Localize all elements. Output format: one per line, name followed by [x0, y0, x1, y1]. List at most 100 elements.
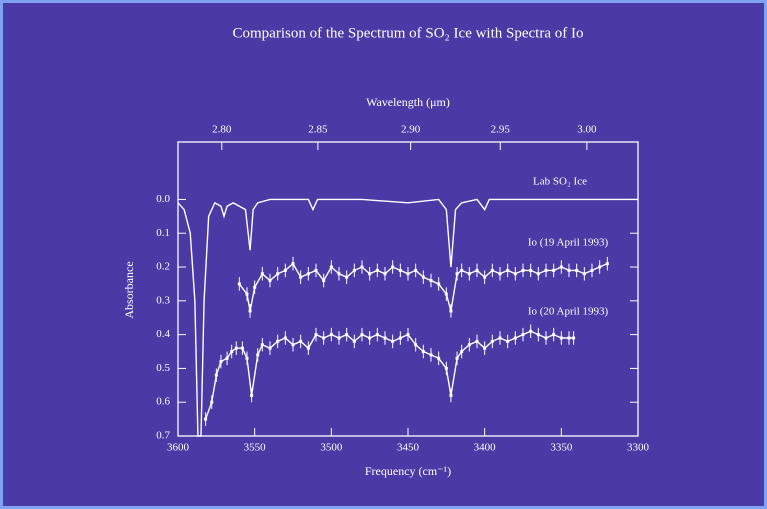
data-point	[521, 268, 525, 272]
x2-axis-label: Wavelength (μm)	[366, 95, 450, 109]
data-point	[291, 343, 295, 347]
data-point	[398, 336, 402, 340]
data-point	[449, 309, 453, 313]
data-point	[455, 272, 459, 276]
x2-tick-label: 2.90	[401, 124, 421, 136]
data-point	[467, 343, 471, 347]
data-point	[375, 333, 379, 337]
data-point	[529, 268, 533, 272]
y-tick-label: 0.2	[156, 261, 170, 273]
x-axis-label: Frequency (cm⁻¹)	[365, 464, 451, 478]
x-tick-label: 3400	[474, 442, 497, 454]
data-point	[345, 333, 349, 337]
x2-tick-label: 3.00	[577, 124, 597, 136]
data-point	[322, 336, 326, 340]
data-point	[475, 268, 479, 272]
data-point	[559, 336, 563, 340]
data-point	[575, 268, 579, 272]
data-point	[299, 275, 303, 279]
x-tick-label: 3600	[167, 442, 190, 454]
data-point	[250, 393, 254, 397]
data-point	[444, 366, 448, 370]
data-point	[490, 339, 494, 343]
data-point	[421, 275, 425, 279]
data-point	[256, 353, 260, 357]
data-point	[414, 343, 418, 347]
data-point	[383, 272, 387, 276]
x-tick-label: 3500	[320, 442, 343, 454]
y-tick-label: 0.5	[156, 362, 170, 374]
y-tick-label: 0.3	[156, 294, 170, 306]
data-point	[449, 393, 453, 397]
data-point	[444, 292, 448, 296]
data-point	[506, 268, 510, 272]
data-point	[455, 356, 459, 360]
data-point	[460, 350, 464, 354]
data-point	[429, 279, 433, 283]
x-tick-label: 3450	[397, 442, 420, 454]
data-point	[345, 275, 349, 279]
data-point	[398, 268, 402, 272]
data-point	[329, 265, 333, 269]
x-tick-label: 3300	[627, 442, 650, 454]
data-point	[460, 268, 464, 272]
data-point	[352, 339, 356, 343]
data-point	[276, 272, 280, 276]
data-point	[383, 336, 387, 340]
data-point	[437, 356, 441, 360]
data-point	[414, 268, 418, 272]
data-point	[368, 272, 372, 276]
data-point	[567, 336, 571, 340]
data-point	[506, 339, 510, 343]
data-point	[240, 346, 244, 350]
data-point	[306, 346, 310, 350]
data-point	[406, 272, 410, 276]
data-point	[475, 339, 479, 343]
data-point	[210, 400, 214, 404]
y-tick-label: 0.4	[156, 328, 170, 340]
data-point	[572, 336, 576, 340]
data-point	[567, 268, 571, 272]
data-point	[559, 265, 563, 269]
x2-tick-label: 2.95	[491, 124, 511, 136]
data-point	[337, 272, 341, 276]
data-point	[352, 268, 356, 272]
x-tick-label: 3350	[550, 442, 573, 454]
data-point	[245, 292, 249, 296]
data-point	[429, 353, 433, 357]
data-point	[529, 329, 533, 333]
y-tick-label: 0.7	[156, 430, 170, 442]
data-point	[248, 309, 252, 313]
data-point	[314, 268, 318, 272]
data-point	[225, 356, 229, 360]
data-point	[582, 272, 586, 276]
data-point	[276, 339, 280, 343]
y-axis-label: Absorbance	[122, 261, 136, 318]
data-point	[490, 268, 494, 272]
data-point	[360, 333, 364, 337]
data-point	[544, 268, 548, 272]
data-point	[314, 333, 318, 337]
series-line	[177, 198, 638, 437]
series-label: Lab SO₂ Ice	[533, 176, 587, 188]
data-point	[253, 285, 257, 289]
data-point	[498, 336, 502, 340]
data-point	[437, 282, 441, 286]
data-point	[536, 333, 540, 337]
data-point	[360, 265, 364, 269]
data-point	[337, 336, 341, 340]
data-point	[598, 265, 602, 269]
data-point	[260, 272, 264, 276]
data-point	[421, 350, 425, 354]
data-point	[590, 268, 594, 272]
y-tick-label: 0.6	[156, 396, 170, 408]
series-label: Io (19 April 1993)	[528, 237, 609, 249]
data-point	[391, 265, 395, 269]
data-point	[498, 272, 502, 276]
y-tick-label: 0.1	[156, 227, 170, 239]
data-point	[237, 282, 241, 286]
x2-tick-label: 2.80	[212, 124, 232, 136]
